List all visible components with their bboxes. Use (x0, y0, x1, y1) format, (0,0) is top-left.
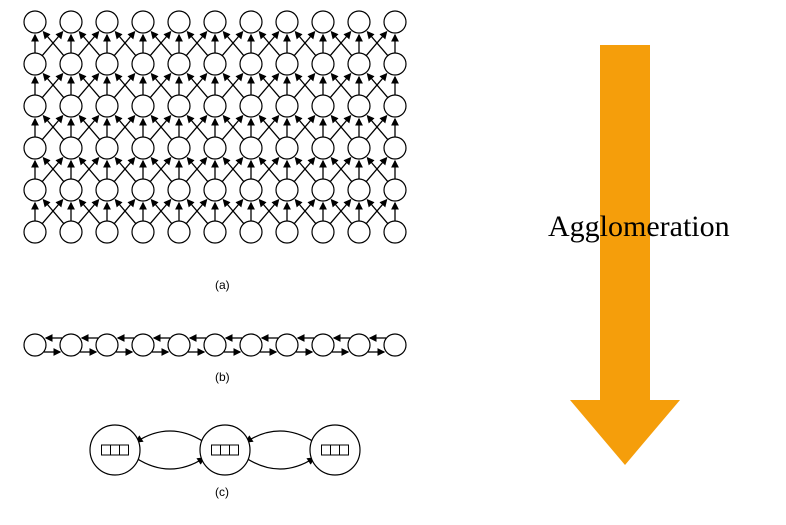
agglomeration-label: Agglomeration (548, 210, 730, 244)
label-b: (b) (215, 370, 230, 384)
lineB-nodes (24, 334, 406, 356)
label-c: (c) (215, 485, 229, 499)
agglomeration-arrow (570, 45, 680, 465)
diagram-container: (a) (b) (c) Agglomeration (0, 0, 786, 520)
diagram-svg (0, 0, 786, 520)
label-a: (a) (215, 278, 230, 292)
graphC-nodes (90, 425, 360, 475)
